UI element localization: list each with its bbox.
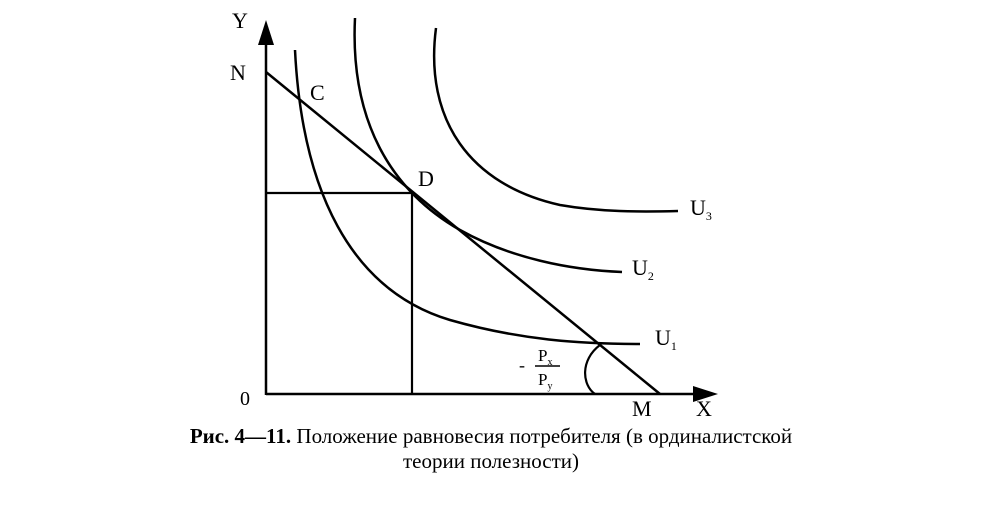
caption-text-1: Положение равновесия потребителя (в орди…	[291, 424, 793, 448]
figure-number: Рис. 4—11.	[189, 424, 292, 448]
slope-numerator: Px	[538, 346, 552, 368]
point-n-label: N	[230, 60, 246, 85]
point-m-label: M	[632, 396, 652, 420]
slope-sign: -	[519, 355, 525, 375]
consumer-equilibrium-diagram: Y X 0 N C D M U1 U2 U3 - Px Py	[230, 8, 718, 420]
figure-caption: Рис. 4—11. Положение равновесия потребит…	[0, 424, 982, 474]
indifference-curve-u3	[432, 27, 679, 213]
point-c-label: C	[310, 80, 325, 105]
y-axis-arrow	[258, 20, 274, 45]
axis-x-label: X	[696, 396, 712, 420]
curve-u2-label: U2	[632, 255, 654, 283]
caption-line-2: теории полезности)	[402, 449, 580, 473]
caption-line-1: Рис. 4—11. Положение равновесия потребит…	[0, 424, 982, 449]
curve-u1-label: U1	[655, 325, 677, 353]
angle-arc	[584, 344, 601, 395]
x-axis-arrow	[693, 386, 718, 402]
curve-u3-label: U3	[690, 195, 712, 223]
origin-label: 0	[240, 388, 250, 410]
axis-y-label: Y	[232, 8, 248, 33]
point-d-label: D	[418, 166, 434, 191]
indifference-curve-u1	[293, 49, 641, 346]
slope-denominator: Py	[538, 370, 552, 392]
indifference-curve-u2	[353, 17, 623, 274]
